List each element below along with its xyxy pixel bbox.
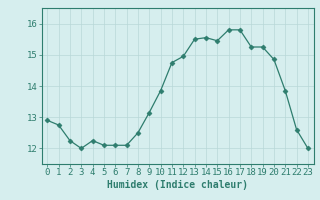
X-axis label: Humidex (Indice chaleur): Humidex (Indice chaleur)	[107, 180, 248, 190]
